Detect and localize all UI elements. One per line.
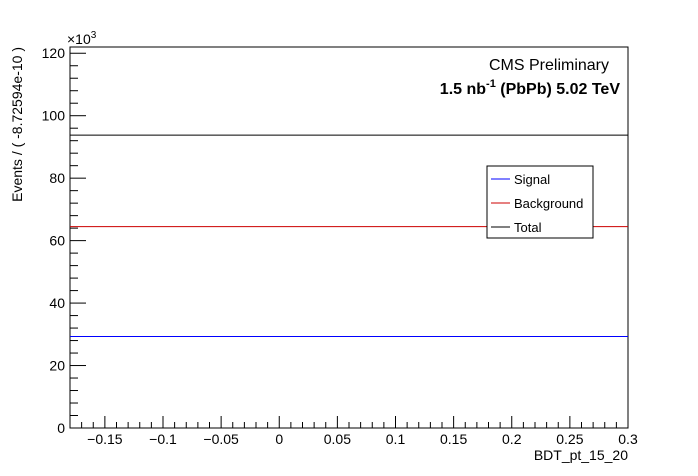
legend-label-total: Total [514,220,542,235]
y-axis-label: Events / ( -8.72594e-10 ) [9,47,25,202]
x-tick-label: −0.1 [149,431,177,447]
x-tick-label: 0 [275,431,283,447]
y-tick-label: 60 [49,233,65,249]
y-tick-label: 40 [49,295,65,311]
luminosity-label: 1.5 nb-1 (PbPb) 5.02 TeV [440,78,621,98]
y-tick-label: 100 [42,108,66,124]
x-tick-label: 0.2 [502,431,522,447]
x-tick-label: 0.3 [618,431,638,447]
legend: Signal Background Total [486,165,594,239]
x-tick-label: −0.05 [203,431,239,447]
x-tick-label: 0.15 [440,431,467,447]
cms-preliminary-label: CMS Preliminary [489,57,609,74]
legend-label-background: Background [514,196,583,211]
y-axis: 0 20 40 60 80 100 120 [42,45,86,436]
y-tick-label: 20 [49,358,65,374]
legend-box [486,165,594,239]
legend-label-signal: Signal [514,172,550,187]
y-axis-multiplier: ×103 [67,30,97,47]
x-tick-label: −0.15 [87,431,123,447]
x-tick-label: 0.25 [556,431,583,447]
x-tick-label: 0.1 [386,431,406,447]
x-axis: −0.15 −0.1 −0.05 0 0.05 0.1 0.15 0.2 0.25 0.3 [69,416,638,447]
x-tick-label: 0.05 [324,431,351,447]
y-tick-label: 0 [57,420,65,436]
x-axis-label: BDT_pt_15_20 [534,447,628,463]
y-tick-label: 120 [42,45,66,61]
y-tick-label: 80 [49,170,65,186]
